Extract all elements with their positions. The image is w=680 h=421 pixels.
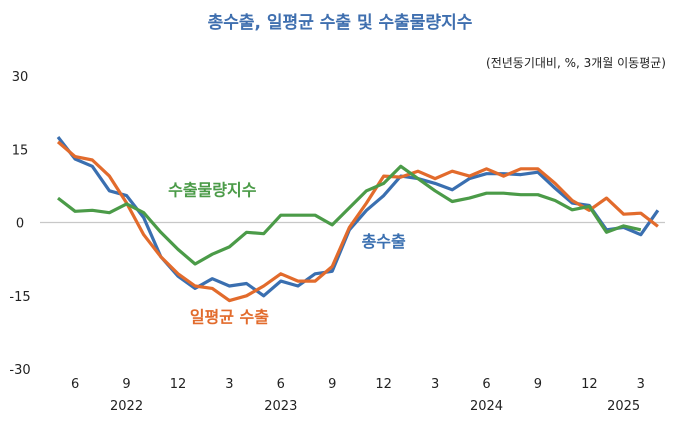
chart-title: 총수출, 일평균 수출 및 수출물량지수 (207, 13, 473, 33)
x-tick-label: 6 (277, 377, 285, 392)
y-tick-label: 15 (12, 143, 29, 158)
series-label: 총수출 (362, 232, 406, 251)
series-line (56, 140, 659, 303)
x-tick-label: 3 (637, 377, 645, 392)
year-label: 2024 (470, 399, 503, 414)
x-tick-label: 6 (71, 377, 79, 392)
series-label: 수출물량지수 (168, 181, 257, 200)
series-line (56, 136, 660, 298)
x-tick-label: 3 (431, 377, 439, 392)
y-tick-label: 30 (12, 70, 29, 85)
series-label: 일평균 수출 (190, 308, 269, 327)
x-tick-label: 9 (328, 377, 336, 392)
x-tick-label: 12 (581, 377, 598, 392)
year-label: 2025 (607, 399, 640, 414)
year-label: 2023 (264, 399, 297, 414)
x-tick-label: 6 (482, 377, 490, 392)
x-tick-label: 9 (122, 377, 130, 392)
y-tick-label: -15 (9, 290, 30, 305)
x-tick-label: 12 (170, 377, 187, 392)
x-tick-label: 3 (225, 377, 233, 392)
x-tick-label: 12 (375, 377, 392, 392)
chart-note: (전년동기대비, %, 3개월 이동평균) (486, 56, 666, 70)
year-label: 2022 (110, 399, 143, 414)
y-tick-label: 0 (16, 217, 24, 232)
x-tick-label: 9 (534, 377, 542, 392)
y-tick-label: -30 (9, 363, 30, 378)
